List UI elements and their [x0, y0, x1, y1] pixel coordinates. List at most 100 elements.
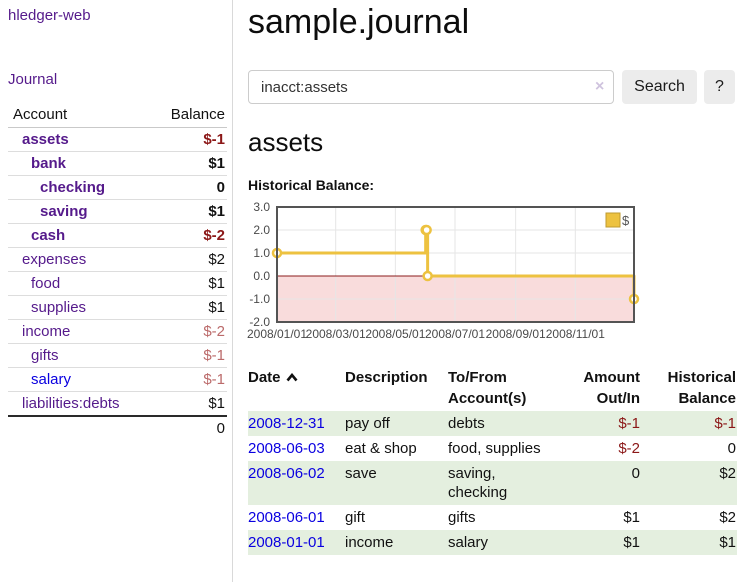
- account-row: assets $-1: [8, 128, 227, 152]
- account-balance: $1: [208, 395, 225, 412]
- page-title: sample.journal: [248, 3, 470, 41]
- account-link-saving[interactable]: saving: [40, 203, 88, 220]
- sidebar: hledger-web Journal Account Balance asse…: [0, 0, 233, 582]
- transaction-balance: 0: [727, 440, 736, 457]
- account-balance: $1: [208, 203, 225, 220]
- sidebar-item-journal[interactable]: Journal: [8, 71, 58, 88]
- transaction-amount: $1: [623, 534, 640, 551]
- account-link-expenses[interactable]: expenses: [22, 251, 87, 268]
- svg-text:-1.0: -1.0: [249, 292, 270, 306]
- account-link-income[interactable]: income: [22, 323, 71, 340]
- sort-ascending-icon: [286, 367, 298, 388]
- transaction-balance: $2: [719, 465, 736, 482]
- register-col-amount: Amount Out/In: [583, 369, 640, 407]
- account-link-assets[interactable]: assets: [22, 131, 69, 148]
- transaction-balance: $-1: [714, 415, 736, 432]
- register-row: 2008-06-02 save saving, checking 0 $2: [248, 461, 737, 505]
- account-row: liabilities:debts $1: [8, 392, 227, 416]
- svg-text:-2.0: -2.0: [249, 315, 270, 329]
- register-row: 2008-06-03 eat & shop food, supplies $-2…: [248, 436, 737, 461]
- transaction-description: gift: [345, 509, 366, 526]
- svg-text:0.0: 0.0: [253, 269, 270, 283]
- accounts-col-account: Account: [13, 106, 68, 123]
- account-row: checking 0: [8, 176, 227, 200]
- transaction-date-link[interactable]: 2008-12-31: [248, 415, 325, 432]
- account-row: gifts $-1: [8, 344, 227, 368]
- accounts-table: Account Balance assets $-1 bank $1 checkin…: [8, 103, 227, 440]
- transaction-date-link[interactable]: 2008-01-01: [248, 534, 325, 551]
- transaction-amount: 0: [631, 465, 640, 482]
- transaction-accounts: salary: [448, 534, 489, 551]
- account-row: supplies $1: [8, 296, 227, 320]
- accounts-total: 0: [216, 420, 225, 437]
- account-link-gifts[interactable]: gifts: [31, 347, 59, 364]
- account-balance: $-1: [203, 131, 225, 148]
- register-col-description: Description: [345, 369, 428, 386]
- register-header-row: Date Description To/From Account(s) Amou…: [248, 366, 737, 411]
- transaction-balance: $1: [719, 534, 736, 551]
- help-button[interactable]: ?: [704, 70, 735, 104]
- svg-text:2008/03/01: 2008/03/01: [306, 327, 366, 341]
- account-balance: 0: [216, 179, 225, 196]
- legend-swatch: [605, 212, 621, 228]
- account-link-checking[interactable]: checking: [40, 179, 106, 196]
- accounts-total-row: 0: [8, 416, 227, 440]
- transaction-description: pay off: [345, 415, 390, 432]
- brand-link[interactable]: hledger-web: [8, 7, 91, 24]
- transaction-accounts: debts: [448, 415, 485, 432]
- accounts-header-row: Account Balance: [8, 103, 227, 128]
- account-balance: $-1: [203, 371, 225, 388]
- search-input[interactable]: [248, 70, 614, 104]
- account-link-cash[interactable]: cash: [31, 227, 66, 244]
- historical-balance-chart: $3.0 2.0 1.0 0.0 -1.0 -2.02008/01/012008/03/0…: [247, 201, 640, 341]
- account-balance: $-2: [203, 227, 225, 244]
- account-link-bank[interactable]: bank: [31, 155, 67, 172]
- account-balance: $1: [208, 155, 225, 172]
- account-balance: $-1: [203, 347, 225, 364]
- account-balance: $-2: [203, 323, 225, 340]
- account-row: cash $-2: [8, 224, 227, 248]
- account-row: saving $1: [8, 200, 227, 224]
- register-col-accounts: To/From Account(s): [448, 369, 527, 407]
- account-balance: $1: [208, 275, 225, 292]
- transaction-description: income: [345, 534, 394, 551]
- account-link-food[interactable]: food: [31, 275, 61, 292]
- svg-text:2008/05/01: 2008/05/01: [365, 327, 425, 341]
- svg-text:2008/11/01: 2008/11/01: [546, 327, 605, 341]
- transaction-amount: $-1: [618, 415, 640, 432]
- account-row: expenses $2: [8, 248, 227, 272]
- account-link-salary[interactable]: salary: [31, 371, 72, 388]
- clear-search-icon[interactable]: ×: [595, 78, 605, 95]
- register-col-date[interactable]: Date: [248, 366, 345, 411]
- svg-text:2008/01/01: 2008/01/01: [247, 327, 307, 341]
- transaction-date-link[interactable]: 2008-06-01: [248, 509, 325, 526]
- transaction-description: save: [345, 465, 377, 482]
- account-balance: $2: [208, 251, 225, 268]
- transaction-balance: $2: [719, 509, 736, 526]
- search-button[interactable]: Search: [622, 70, 697, 104]
- svg-text:3.0: 3.0: [253, 201, 270, 214]
- register-table: Date Description To/From Account(s) Amou…: [248, 366, 737, 555]
- svg-text:1.0: 1.0: [253, 246, 270, 260]
- svg-text:2.0: 2.0: [253, 223, 270, 237]
- account-link-liabilities-debts[interactable]: liabilities:debts: [22, 395, 120, 412]
- svg-text:2008/07/01: 2008/07/01: [425, 327, 485, 341]
- account-row: bank $1: [8, 152, 227, 176]
- transaction-date-link[interactable]: 2008-06-02: [248, 465, 325, 482]
- register-row: 2008-06-01 gift gifts $1 $2: [248, 505, 737, 530]
- account-balance: $1: [208, 299, 225, 316]
- svg-text:2008/09/01: 2008/09/01: [486, 327, 546, 341]
- transaction-accounts: food, supplies: [448, 440, 541, 457]
- chart-title: Historical Balance:: [248, 177, 375, 193]
- register-col-balance: Historical Balance: [667, 369, 736, 407]
- legend-label: $: [622, 213, 630, 228]
- account-row: food $1: [8, 272, 227, 296]
- transaction-date-link[interactable]: 2008-06-03: [248, 440, 325, 457]
- transaction-amount: $1: [623, 509, 640, 526]
- register-row: 2008-12-31 pay off debts $-1 $-1: [248, 411, 737, 436]
- account-link-supplies[interactable]: supplies: [31, 299, 87, 316]
- account-page-title: assets: [248, 127, 324, 157]
- account-row: salary $-1: [8, 368, 227, 392]
- transaction-accounts: saving, checking: [448, 465, 508, 501]
